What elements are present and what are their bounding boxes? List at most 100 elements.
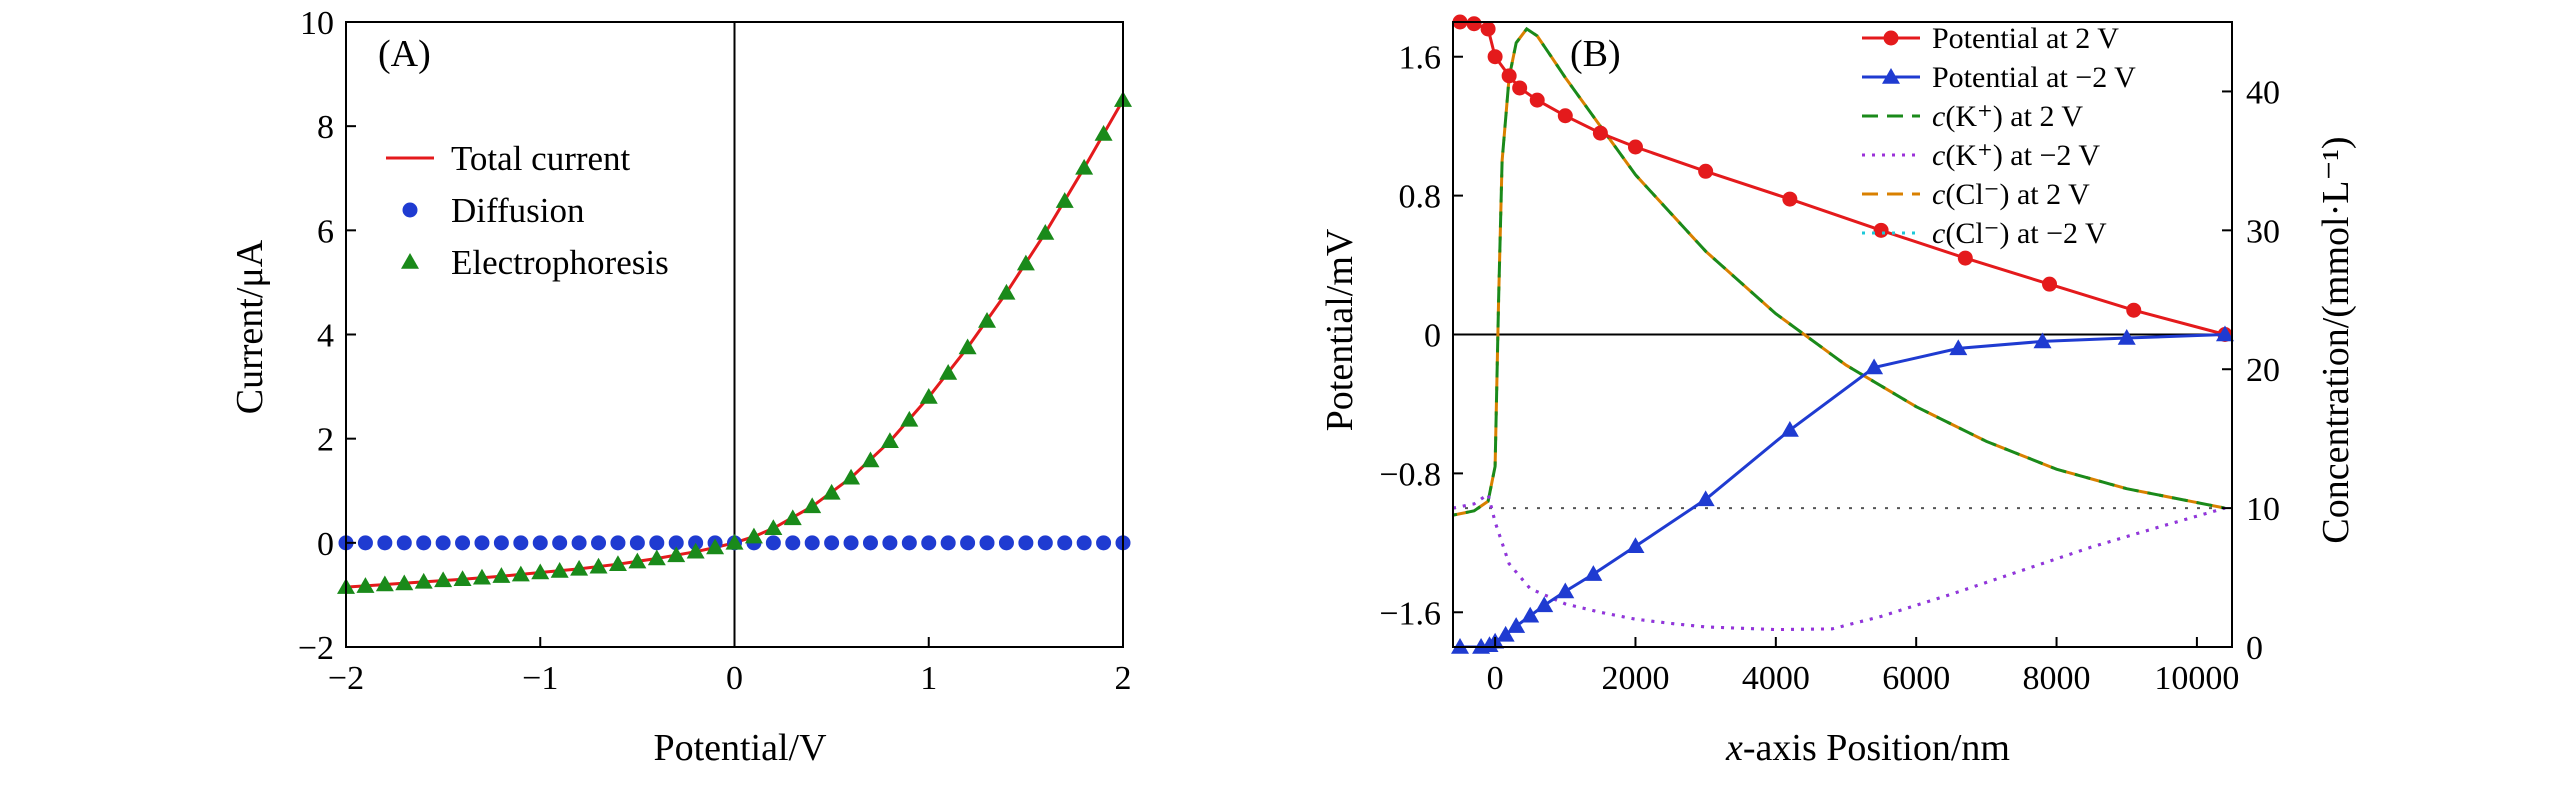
b-point-0 [1627, 139, 1643, 155]
b-y-tick-label: −1.6 [1379, 595, 1441, 632]
panel-a: −2 −1 0 1 2 −2 0 2 4 6 8 10 (A) Potential/V Curren… [229, 5, 1132, 769]
a-legend-swatch-diffusion [402, 202, 418, 218]
a-legend-label-total-current: Total current [451, 139, 631, 178]
a-point-diffusion [979, 535, 995, 551]
b-x-tick-label: 8000 [2023, 660, 2091, 697]
a-point-electrophoresis [414, 572, 433, 589]
b-point-0 [1557, 108, 1573, 124]
b-legend-label-1: Potential at −2 V [1932, 61, 2136, 94]
b-point-1 [1521, 606, 1540, 623]
a-y-tick-label: 10 [300, 5, 334, 42]
a-point-electrophoresis [667, 546, 686, 563]
a-point-electrophoresis [725, 533, 744, 550]
a-y-ticks: −2 0 2 4 6 8 10 [298, 5, 356, 667]
b-series-line-4 [1453, 26, 2226, 517]
a-point-diffusion [493, 535, 509, 551]
b-legend: Potential at 2 V Potential at −2 V c(K⁺) a… [1862, 22, 2136, 250]
a-x-axis-label: Potential/V [653, 727, 827, 769]
a-y-tick-label: 6 [317, 213, 334, 250]
b-point-1 [1451, 638, 1470, 654]
b-point-0 [1529, 92, 1545, 108]
a-point-diffusion [1096, 535, 1112, 551]
b-point-0 [1698, 163, 1714, 179]
a-point-electrophoresis [492, 567, 511, 583]
a-point-diffusion [882, 535, 898, 551]
b-point-1 [1496, 625, 1515, 642]
b-y2-tick-label: 40 [2246, 74, 2280, 111]
a-point-electrophoresis [764, 519, 783, 535]
a-point-electrophoresis [647, 549, 666, 566]
a-y-tick-label: 4 [317, 318, 334, 355]
a-point-diffusion [629, 535, 645, 551]
a-x-tick-label: 2 [1115, 660, 1132, 697]
a-point-diffusion [901, 535, 917, 551]
b-legend-swatch-1-marker [1882, 68, 1900, 84]
a-y-tick-label: 2 [317, 422, 334, 459]
a-point-diffusion [668, 535, 684, 551]
b-point-1 [1696, 490, 1715, 507]
b-y-tick-label: −0.8 [1379, 456, 1441, 493]
a-point-electrophoresis [589, 557, 608, 574]
b-legend-label-2: c(K⁺) at 2 V [1932, 100, 2083, 133]
b-point-1 [1626, 537, 1645, 554]
a-point-diffusion [571, 535, 587, 551]
b-point-1 [1949, 339, 1968, 356]
a-point-electrophoresis [1094, 124, 1113, 141]
a-point-electrophoresis [822, 483, 841, 500]
a-y-tick-label: 0 [317, 526, 334, 563]
b-y2-tick-label: 20 [2246, 352, 2280, 389]
a-point-electrophoresis [958, 338, 977, 355]
b-x-axis-label-italic: x [1725, 727, 1743, 769]
a-point-diffusion [1037, 535, 1053, 551]
b-legend-label-4: c(Cl⁻) at 2 V [1932, 178, 2090, 211]
a-legend: Total current Diffusion Electrophoresis [386, 139, 669, 282]
a-point-diffusion [1018, 535, 1034, 551]
a-point-diffusion [824, 535, 840, 551]
a-point-electrophoresis [472, 568, 491, 585]
a-point-electrophoresis [744, 527, 763, 544]
a-point-electrophoresis [550, 561, 569, 578]
b-x-tick-label: 0 [1487, 660, 1504, 697]
a-point-diffusion [474, 535, 490, 551]
b-point-1 [1584, 565, 1603, 581]
a-point-diffusion [532, 535, 548, 551]
b-y-tick-label: 0.8 [1399, 179, 1442, 216]
b-point-0 [1592, 125, 1608, 141]
a-point-electrophoresis [919, 388, 938, 404]
b-point-0 [1466, 16, 1482, 32]
a-point-electrophoresis [608, 555, 627, 571]
b-point-0 [1782, 191, 1798, 207]
a-point-diffusion [396, 535, 412, 551]
a-y-tick-label: 8 [317, 109, 334, 146]
a-x-tick-label: 0 [726, 660, 743, 697]
b-y-ticks: −1.6 −0.8 0 0.8 1.6 [1379, 40, 1463, 632]
b-x-axis-label-rest: -axis Position/nm [1743, 727, 2010, 769]
b-legend-label-5: c(Cl⁻) at −2 V [1932, 217, 2107, 250]
a-point-diffusion [591, 535, 607, 551]
a-point-diffusion [357, 535, 373, 551]
a-point-electrophoresis [434, 571, 453, 588]
b-point-0 [1512, 80, 1528, 96]
a-point-electrophoresis [997, 283, 1016, 300]
b-series-line-2 [1453, 26, 2226, 517]
b-point-1 [1556, 582, 1575, 599]
a-point-diffusion [940, 535, 956, 551]
b-y2-ticks: 0 10 20 30 40 [2222, 74, 2280, 667]
a-point-diffusion [862, 535, 878, 551]
a-point-electrophoresis [706, 538, 725, 555]
a-point-diffusion [455, 535, 471, 551]
b-y2-tick-label: 0 [2246, 630, 2263, 667]
a-x-tick-label: 1 [920, 660, 937, 697]
a-point-diffusion [377, 535, 393, 551]
a-point-diffusion [921, 535, 937, 551]
b-series-line-3 [1453, 491, 2226, 632]
b-x-tick-label: 6000 [1882, 660, 1950, 697]
b-point-1 [1780, 420, 1799, 437]
b-y2-tick-label: 10 [2246, 491, 2280, 528]
a-point-electrophoresis [783, 509, 802, 526]
a-point-diffusion [552, 535, 568, 551]
a-point-diffusion [804, 535, 820, 551]
b-point-1 [1535, 596, 1554, 613]
b-point-0 [2042, 276, 2058, 292]
b-point-0 [1487, 49, 1503, 65]
